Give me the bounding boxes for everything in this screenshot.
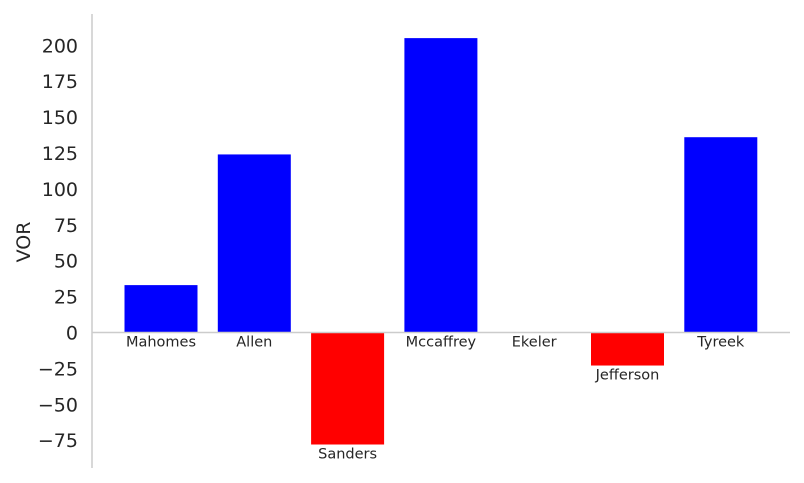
y-tick-label: 0 bbox=[66, 323, 78, 345]
bar-allen bbox=[217, 154, 291, 333]
bar-label-mahomes: Mahomes bbox=[126, 335, 196, 351]
bar-label-sanders: Sanders bbox=[318, 447, 377, 463]
y-tick-label: 175 bbox=[42, 71, 78, 93]
bar-label-jefferson: Jefferson bbox=[595, 368, 660, 384]
y-tick-label: 75 bbox=[54, 215, 78, 237]
y-axis-label: VOR bbox=[13, 222, 35, 263]
bar-label-allen: Allen bbox=[236, 335, 272, 351]
bar-label-tyreek: Tyreek bbox=[696, 335, 745, 351]
y-tick-label: 125 bbox=[42, 143, 78, 165]
y-tick-labels-group: 200 175 150 125 100 75 50 25 0 −25 −50 −75 bbox=[38, 35, 78, 452]
bar-mccaffrey bbox=[404, 38, 478, 333]
y-tick-label: 150 bbox=[42, 107, 78, 129]
bars-group bbox=[124, 38, 758, 445]
y-tick-label: 100 bbox=[42, 179, 78, 201]
y-tick-label: −25 bbox=[38, 358, 78, 380]
y-tick-label: −75 bbox=[38, 430, 78, 452]
y-tick-label: 50 bbox=[54, 251, 78, 273]
bar-jefferson bbox=[591, 332, 664, 366]
bar-label-mccaffrey: Mccaffrey bbox=[406, 335, 477, 351]
bar-labels-group: Mahomes Allen Sanders Mccaffrey Ekeler Jeffer… bbox=[126, 335, 745, 463]
y-tick-label: 25 bbox=[54, 287, 78, 309]
y-tick-label: −50 bbox=[38, 394, 78, 416]
bar-label-ekeler: Ekeler bbox=[512, 335, 557, 351]
bar-sanders bbox=[311, 332, 385, 445]
y-tick-label: 200 bbox=[42, 35, 78, 57]
bar-mahomes bbox=[124, 285, 198, 333]
bar-tyreek bbox=[684, 137, 758, 333]
